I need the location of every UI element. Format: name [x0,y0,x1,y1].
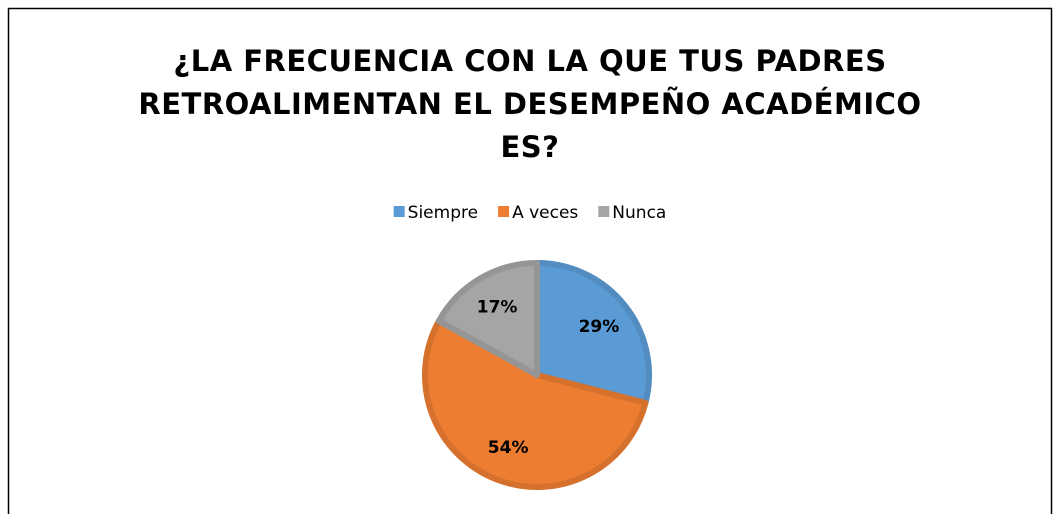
legend-swatch [393,206,405,217]
pie-slice [422,318,649,490]
legend-label: A veces [512,203,578,223]
legend-swatch [598,206,610,217]
data-label: 29% [579,317,620,337]
legend-label: Nunca [612,203,666,223]
pie-slice [534,260,652,406]
legend-swatch [498,206,510,217]
pie-slice [435,260,540,378]
legend-label: Siempre [408,203,478,223]
chart-title: ¿LA FRECUENCIA CON LA QUE TUS PADRES RET… [138,44,922,164]
data-label: 54% [488,438,529,458]
data-label: 17% [477,298,518,318]
chart-frame [7,7,1053,514]
